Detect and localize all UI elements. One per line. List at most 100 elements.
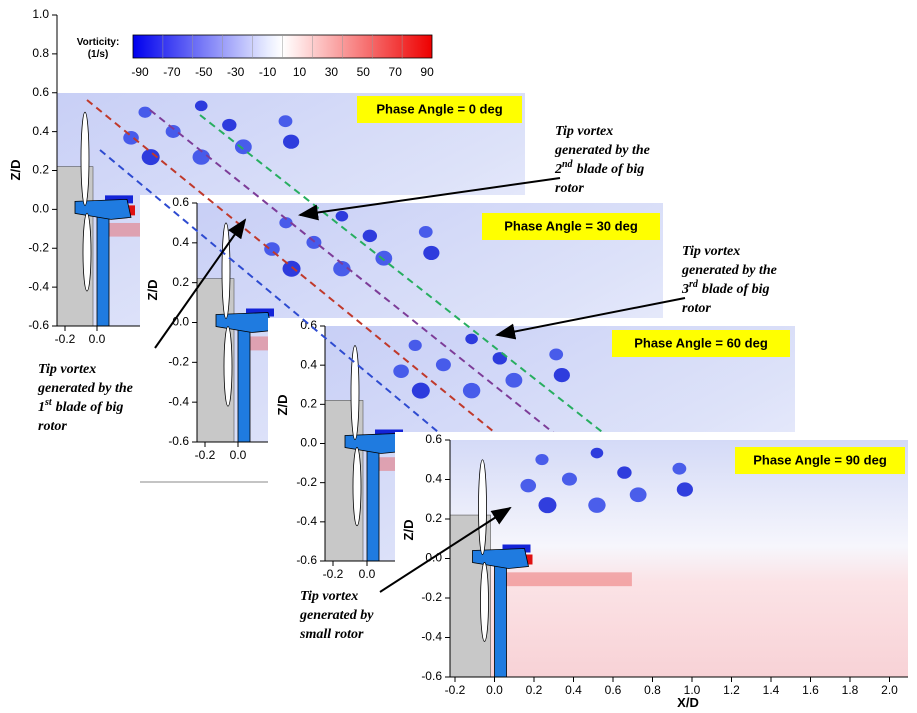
annotation-line: rotor <box>682 301 711 316</box>
tip-vortex <box>520 478 537 493</box>
tip-vortex <box>462 382 481 399</box>
x-tick-label: 1.8 <box>842 683 859 697</box>
colorbar-label: 10 <box>293 65 307 79</box>
annotation-text: blade of big <box>56 400 124 415</box>
x-tick-label: -0.2 <box>323 567 344 581</box>
tip-vortex <box>676 482 693 497</box>
annotation-line: Tip vortex <box>300 589 358 604</box>
phase-label: Phase Angle = 60 deg <box>634 335 768 350</box>
tip-vortex <box>393 364 409 379</box>
y-tick-label: 0.6 <box>32 85 49 99</box>
x-tick-label: 0.6 <box>605 683 622 697</box>
colorbar-label: 50 <box>357 65 371 79</box>
tip-vortex <box>141 149 160 166</box>
phase-box <box>735 447 905 474</box>
x-tick-label: 1.0 <box>684 683 701 697</box>
tip-vortex <box>549 348 564 361</box>
tip-vortex <box>362 229 378 243</box>
y-tick-label: -0.4 <box>28 279 49 293</box>
guide-line <box>149 109 576 451</box>
x-tick-label: 2.0 <box>881 683 898 697</box>
blade <box>478 459 487 555</box>
x-axis-title: X/D <box>677 695 699 710</box>
tip-vortex <box>333 261 351 277</box>
annotation-line: rotor <box>38 419 67 434</box>
annotation-suffix: nd <box>562 159 574 170</box>
tip-vortex <box>335 210 349 222</box>
tip-vortex <box>192 149 210 165</box>
nacelle <box>344 433 402 454</box>
annotation-line: generated by the <box>37 381 133 396</box>
blade <box>350 345 360 440</box>
tip-vortex <box>264 242 280 256</box>
colorbar-label: 90 <box>420 65 434 79</box>
tip-vortex <box>561 472 577 486</box>
y-tick-label: 0.4 <box>425 472 442 486</box>
tower <box>366 443 380 562</box>
y-tick-label: 0.0 <box>300 436 317 450</box>
y-tick-label: 0.2 <box>172 275 189 289</box>
tip-vortex <box>465 333 478 345</box>
annotation-arrow <box>298 177 561 221</box>
annotation-text: blade of big <box>702 282 770 297</box>
blade <box>221 222 231 319</box>
tip-vortex <box>492 352 507 365</box>
annotation-line: generated by <box>299 608 374 623</box>
annotation-ordinal: 1 <box>38 400 45 415</box>
panels: 1.0 0.8 0.6 0.4 0.2 0.0 -0.2 -0.4 -0.6 -0.2 0.0 Z/D… <box>8 7 917 713</box>
y-tick-label: -0.4 <box>296 514 317 528</box>
annotation-line: Tip vortex <box>682 244 740 259</box>
tip-vortex <box>138 106 152 118</box>
colorbar-label: -50 <box>195 65 213 79</box>
tip-vortex <box>629 487 647 503</box>
blade <box>480 562 489 642</box>
y-tick-label: 0.4 <box>172 235 189 249</box>
tower <box>494 558 507 678</box>
phase-label: Phase Angle = 90 deg <box>753 452 887 467</box>
annotation-ordinal: 3 <box>681 282 689 297</box>
colorbar-title: Vorticity: <box>77 37 120 48</box>
nacelle <box>215 312 273 333</box>
tip-vortex <box>194 100 208 112</box>
y-tick-label: -0.2 <box>421 590 442 604</box>
annotation-line: Tip vortex <box>555 124 613 139</box>
tip-vortex <box>435 358 451 372</box>
tip-vortex <box>279 217 293 229</box>
y-tick-label: -0.6 <box>296 553 317 567</box>
y-tick-label: 0.4 <box>32 124 49 138</box>
tip-vortex <box>123 131 139 145</box>
annotation-suffix: rd <box>689 279 699 290</box>
colorbar-label: -10 <box>259 65 277 79</box>
blade <box>223 326 233 407</box>
y-axis-title: Z/D <box>145 280 160 301</box>
wake-band <box>494 572 632 587</box>
blade <box>82 212 92 292</box>
y-tick-label: 1.0 <box>32 7 49 21</box>
x-tick-label: 0.0 <box>230 448 247 462</box>
annotation-line: Tip vortex <box>38 362 96 377</box>
y-tick-label: -0.6 <box>28 318 49 332</box>
y-tick-label: 0.8 <box>32 46 49 60</box>
colorbar-label: -30 <box>227 65 245 79</box>
x-tick-label: 0.4 <box>565 683 582 697</box>
y-tick-label: 0.2 <box>425 511 442 525</box>
tip-vortex <box>282 260 301 277</box>
annotation-line: 2nd blade of big <box>554 159 644 177</box>
y-tick-label: -0.4 <box>168 394 189 408</box>
panel: 0.60.40.20.0-0.2-0.4-0.6-0.20.00.20.40.6… <box>395 432 917 713</box>
tip-vortex <box>672 462 687 475</box>
y-tick-label: 0.2 <box>32 163 49 177</box>
annotation-line: rotor <box>555 181 584 196</box>
tip-vortex <box>234 139 252 155</box>
tip-vortex <box>411 382 430 399</box>
y-tick-label: 0.0 <box>172 315 189 329</box>
phase-box <box>612 330 790 357</box>
tip-vortex <box>423 245 440 261</box>
y-tick-label: -0.6 <box>168 434 189 448</box>
phase-box <box>482 213 660 240</box>
x-tick-label: 0.8 <box>644 683 661 697</box>
nacelle <box>472 548 529 569</box>
x-tick-label: 1.2 <box>723 683 740 697</box>
colorbar-label: -70 <box>163 65 181 79</box>
